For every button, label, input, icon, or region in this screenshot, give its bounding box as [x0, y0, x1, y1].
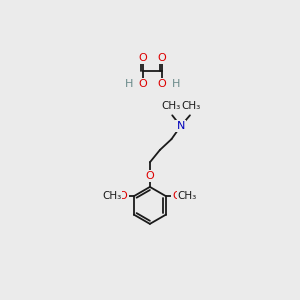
Text: O: O: [119, 191, 128, 201]
Text: O: O: [139, 52, 147, 63]
Text: N: N: [176, 121, 185, 131]
Text: O: O: [172, 191, 181, 201]
Text: O: O: [139, 79, 147, 89]
Text: CH₃: CH₃: [178, 191, 197, 201]
Text: H: H: [125, 79, 133, 89]
Text: CH₃: CH₃: [161, 101, 180, 112]
Text: CH₃: CH₃: [182, 101, 201, 112]
Text: O: O: [158, 79, 167, 89]
Text: CH₃: CH₃: [103, 191, 122, 201]
Text: O: O: [158, 52, 167, 63]
Text: H: H: [172, 79, 180, 89]
Text: O: O: [146, 171, 154, 181]
